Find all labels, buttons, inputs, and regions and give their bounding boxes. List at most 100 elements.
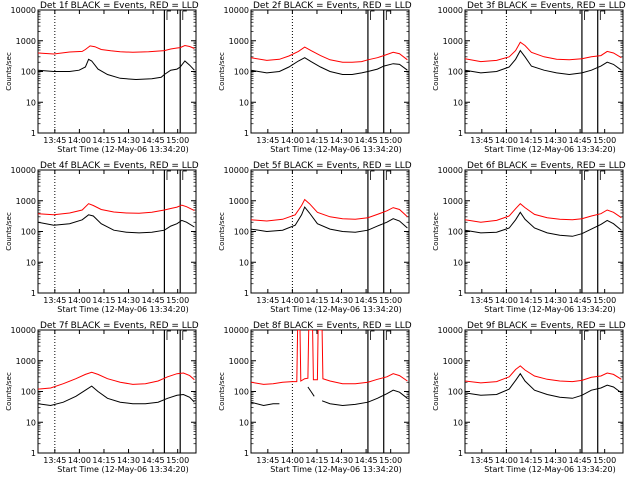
panel-title: Det 9f BLACK = Events, RED = LLD bbox=[467, 321, 626, 331]
panel-det-6f: Det 6f BLACK = Events, RED = LLD 1 10 100 10… bbox=[432, 161, 626, 314]
x-tick-label: 14:30 bbox=[117, 296, 140, 305]
events-series-line bbox=[38, 214, 195, 234]
y-tick-label: 100 bbox=[448, 228, 463, 237]
panel-det-2f: Det 2f BLACK = Events, RED = LLD 1 10 100 10… bbox=[218, 1, 412, 154]
x-axis-label: Start Time (12-May-06 13:34:20) bbox=[57, 145, 188, 154]
x-tick-label: 14:30 bbox=[544, 296, 567, 305]
x-tick-label: 14:00 bbox=[68, 136, 91, 145]
x-tick-label: 13:45 bbox=[470, 296, 493, 305]
x-tick-label: 14:45 bbox=[355, 136, 378, 145]
x-tick-label: 14:45 bbox=[142, 296, 165, 305]
x-tick-label: 13:45 bbox=[43, 456, 66, 465]
x-tick-label: 14:30 bbox=[330, 296, 353, 305]
x-tick-label: 13:45 bbox=[256, 136, 279, 145]
y-tick-label: 1000 bbox=[16, 197, 36, 206]
y-tick-label: 1 bbox=[244, 129, 249, 138]
panel-title: Det 1f BLACK = Events, RED = LLD bbox=[40, 1, 199, 11]
y-tick-label: 100 bbox=[21, 228, 36, 237]
y-tick-label: 1000 bbox=[16, 357, 36, 366]
y-tick-label: 100 bbox=[234, 228, 249, 237]
y-tick-label: 1 bbox=[244, 449, 249, 458]
y-tick-label: 10 bbox=[453, 258, 463, 267]
y-tick-label: 100 bbox=[234, 68, 249, 77]
panel-det-5f: Det 5f BLACK = Events, RED = LLD 1 10 100 10… bbox=[218, 161, 412, 314]
x-tick-label: 15:00 bbox=[593, 456, 616, 465]
plot-frame bbox=[464, 329, 624, 454]
lld-series-line bbox=[251, 330, 408, 385]
y-tick-label: 10 bbox=[239, 258, 249, 267]
y-tick-label: 1 bbox=[458, 449, 463, 458]
panel-title: Det 3f BLACK = Events, RED = LLD bbox=[467, 1, 626, 11]
panel-det-9f: Det 9f BLACK = Events, RED = LLD 1 10 100 10… bbox=[432, 321, 626, 474]
x-tick-label: 14:45 bbox=[569, 136, 592, 145]
y-tick-label: 1 bbox=[31, 129, 36, 138]
panel-det-7f: Det 7f BLACK = Events, RED = LLD 1 10 100 10… bbox=[5, 321, 199, 474]
x-tick-label: 14:00 bbox=[68, 456, 91, 465]
panel-det-3f: Det 3f BLACK = Events, RED = LLD 1 10 100 10… bbox=[432, 1, 626, 154]
x-axis-label: Start Time (12-May-06 13:34:20) bbox=[484, 145, 615, 154]
lld-series-line bbox=[465, 203, 622, 223]
x-tick-label: 14:15 bbox=[305, 456, 328, 465]
y-tick-label: 1000 bbox=[443, 197, 463, 206]
y-tick-label: 100 bbox=[448, 68, 463, 77]
events-series-line bbox=[38, 58, 195, 81]
y-tick-label: 1000 bbox=[229, 357, 249, 366]
y-tick-label: 10000 bbox=[224, 6, 249, 15]
lld-series-line bbox=[38, 371, 195, 390]
panel-title: Det 5f BLACK = Events, RED = LLD bbox=[253, 161, 412, 171]
y-tick-label: 10000 bbox=[438, 326, 463, 335]
x-tick-label: 14:45 bbox=[355, 296, 378, 305]
y-tick-label: 1 bbox=[458, 289, 463, 298]
x-tick-label: 15:00 bbox=[379, 456, 402, 465]
x-tick-label: 14:30 bbox=[330, 456, 353, 465]
x-tick-label: 15:00 bbox=[166, 456, 189, 465]
y-tick-label: 10 bbox=[453, 418, 463, 427]
x-tick-label: 14:30 bbox=[544, 136, 567, 145]
y-tick-label: 1000 bbox=[16, 37, 36, 46]
events-series-line bbox=[251, 206, 408, 233]
x-tick-label: 13:45 bbox=[470, 136, 493, 145]
panel-det-8f: Det 8f BLACK = Events, RED = LLD 1 10 100 10… bbox=[218, 321, 412, 474]
x-tick-label: 14:00 bbox=[281, 296, 304, 305]
x-tick-label: 13:45 bbox=[256, 296, 279, 305]
x-axis-label: Start Time (12-May-06 13:34:20) bbox=[270, 145, 401, 154]
x-tick-label: 14:30 bbox=[544, 456, 567, 465]
events-series-line bbox=[465, 211, 622, 237]
y-axis-label: Counts/sec bbox=[218, 52, 226, 91]
x-axis-label: Start Time (12-May-06 13:34:20) bbox=[484, 465, 615, 474]
events-series-line bbox=[38, 385, 195, 407]
lld-series-line bbox=[251, 198, 408, 222]
events-series-line bbox=[465, 372, 622, 399]
x-tick-label: 14:00 bbox=[281, 136, 304, 145]
lld-series-line bbox=[251, 46, 408, 63]
plot-frame bbox=[250, 169, 410, 294]
lld-series-line bbox=[465, 41, 622, 63]
panel-det-1f: Det 1f BLACK = Events, RED = LLD 1 10 100 10… bbox=[5, 1, 199, 154]
x-tick-label: 15:00 bbox=[593, 136, 616, 145]
y-tick-label: 1000 bbox=[443, 357, 463, 366]
panel-title: Det 8f BLACK = Events, RED = LLD bbox=[253, 321, 412, 331]
x-tick-label: 14:15 bbox=[519, 296, 542, 305]
x-tick-label: 14:15 bbox=[92, 456, 115, 465]
y-tick-label: 10000 bbox=[438, 166, 463, 175]
y-tick-label: 1 bbox=[31, 449, 36, 458]
plot-frame bbox=[37, 169, 197, 294]
x-tick-label: 14:30 bbox=[117, 456, 140, 465]
y-axis-label: Counts/sec bbox=[5, 52, 13, 91]
x-tick-label: 14:45 bbox=[355, 456, 378, 465]
y-tick-label: 10 bbox=[239, 98, 249, 107]
y-tick-label: 10 bbox=[26, 258, 36, 267]
y-tick-label: 1 bbox=[244, 289, 249, 298]
y-axis-label: Counts/sec bbox=[432, 212, 440, 251]
plot-frame bbox=[250, 329, 410, 454]
lld-series-line bbox=[38, 44, 195, 55]
panel-title: Det 6f BLACK = Events, RED = LLD bbox=[467, 161, 626, 171]
x-tick-label: 14:45 bbox=[569, 296, 592, 305]
y-tick-label: 10000 bbox=[11, 6, 36, 15]
x-tick-label: 13:45 bbox=[43, 136, 66, 145]
y-tick-label: 10 bbox=[26, 418, 36, 427]
y-tick-label: 1 bbox=[31, 289, 36, 298]
y-tick-label: 100 bbox=[21, 388, 36, 397]
x-tick-label: 14:15 bbox=[519, 136, 542, 145]
x-axis-label: Start Time (12-May-06 13:34:20) bbox=[270, 465, 401, 474]
